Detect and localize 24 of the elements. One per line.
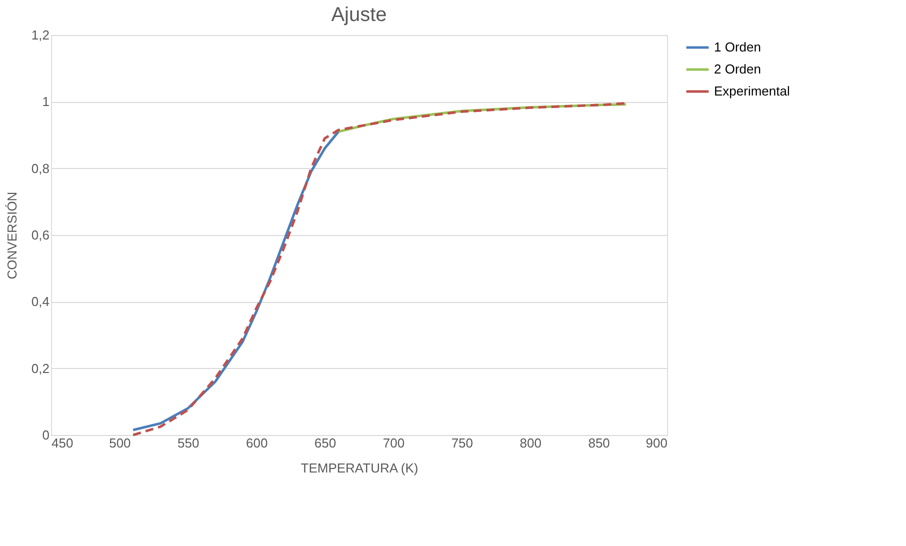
x-axis-title: TEMPERATURA (K) — [300, 460, 418, 476]
line-series — [132, 102, 628, 436]
y-tick-label: 0,6 — [31, 228, 50, 242]
legend-label: Experimental — [714, 84, 790, 98]
y-tick-label: 1,2 — [31, 28, 50, 42]
y-tick-label: 0,8 — [31, 160, 50, 176]
x-tick-label: 600 — [246, 436, 268, 450]
x-tick-label: 850 — [588, 436, 610, 450]
y-axis-title: CONVERSIÓN — [4, 192, 20, 280]
x-tick-label: 500 — [109, 436, 131, 450]
chart-title: Ajuste — [331, 4, 387, 26]
legend-label: 2 Orden — [714, 62, 761, 76]
x-tick-label: 800 — [520, 436, 542, 450]
x-tick-label: 550 — [178, 436, 200, 450]
y-tick-label: 0,2 — [31, 360, 50, 376]
y-tick-label: 1 — [42, 94, 50, 110]
x-tick-label: 700 — [382, 436, 405, 450]
x-tick-label: 650 — [314, 436, 336, 450]
x-tick-label: 900 — [646, 436, 668, 450]
y-tick-label: 0 — [42, 428, 50, 442]
x-tick-label: 750 — [451, 436, 474, 450]
legend-label: 1 Orden — [714, 40, 761, 54]
x-tick-label: 450 — [52, 436, 74, 450]
y-tick-label: 0,4 — [31, 294, 50, 310]
